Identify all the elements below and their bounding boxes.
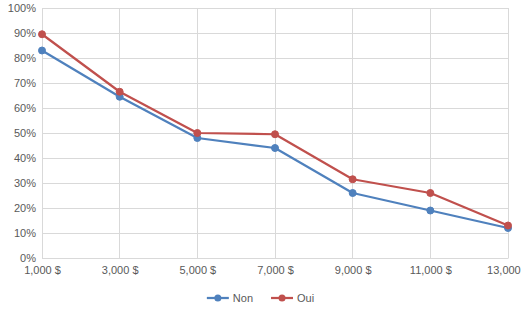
y-tick: 90% (14, 27, 42, 39)
y-tick-label: 100% (8, 2, 36, 14)
y-tick-label: 40% (14, 152, 36, 164)
series-marker (39, 47, 46, 54)
series-marker (272, 131, 279, 138)
y-tick-label: 30% (14, 177, 36, 189)
y-axis-line (42, 9, 43, 259)
x-tick-label: 7,000 $ (257, 264, 294, 276)
x-grid-line (352, 8, 353, 258)
plot-area: 0% 10% 20% 30% 40% 50% 60% 70% 80% 90% 100% 1,000 $… (8, 2, 521, 276)
series-marker (427, 207, 434, 214)
legend-label: Non (233, 292, 253, 304)
series-line (42, 34, 508, 225)
series-marker (427, 190, 434, 197)
x-grid-line (430, 8, 431, 258)
y-tick-label: 70% (14, 77, 36, 89)
x-grid-line (42, 8, 43, 258)
legend-item: Non (207, 292, 253, 304)
x-tick: 13,000 $ (487, 258, 521, 276)
legend-item: Oui (271, 292, 314, 304)
y-tick-label: 80% (14, 52, 36, 64)
y-tick: 80% (14, 52, 42, 64)
grid (42, 8, 508, 258)
series-line (42, 51, 508, 229)
series-group (39, 31, 512, 232)
series-marker (39, 31, 46, 38)
x-grid-line (508, 8, 509, 258)
series-marker (349, 190, 356, 197)
legend-marker (214, 295, 221, 302)
x-tick: 1,000 $ (24, 258, 61, 276)
x-tick: 11,000 $ (410, 258, 452, 276)
y-tick-label: 10% (14, 227, 36, 239)
y-tick-label: 20% (14, 202, 36, 214)
y-tick: 60% (14, 102, 42, 114)
y-tick: 0% (20, 252, 42, 264)
y-tick: 70% (14, 77, 42, 89)
x-tick: 5,000 $ (179, 258, 216, 276)
legend: Non Oui (207, 292, 314, 304)
y-tick-label: 50% (14, 127, 36, 139)
chart: 0% 10% 20% 30% 40% 50% 60% 70% 80% 90% 100% 1,000 $… (0, 0, 521, 311)
y-tick: 100% (8, 2, 42, 14)
y-tick: 40% (14, 152, 42, 164)
series-marker (194, 130, 201, 137)
x-tick-label: 13,000 $ (487, 264, 521, 276)
x-tick-label: 9,000 $ (335, 264, 372, 276)
y-tick-label: 60% (14, 102, 36, 114)
legend-marker (279, 295, 286, 302)
x-tick-label: 5,000 $ (179, 264, 216, 276)
y-tick-label: 90% (14, 27, 36, 39)
series-marker (272, 145, 279, 152)
y-tick: 10% (14, 227, 42, 239)
x-tick: 3,000 $ (102, 258, 139, 276)
x-tick-label: 3,000 $ (102, 264, 139, 276)
x-tick-label: 1,000 $ (24, 264, 61, 276)
series-marker (505, 222, 512, 229)
y-tick: 50% (14, 127, 42, 139)
y-tick: 30% (14, 177, 42, 189)
y-axis: 0% 10% 20% 30% 40% 50% 60% 70% 80% 90% 100% (8, 2, 43, 264)
x-tick: 7,000 $ (257, 258, 294, 276)
y-tick: 20% (14, 202, 42, 214)
legend-label: Oui (297, 292, 314, 304)
x-axis-line (43, 258, 509, 259)
x-grid-line (119, 8, 120, 258)
x-tick: 9,000 $ (335, 258, 372, 276)
series-marker (116, 88, 123, 95)
series-marker (349, 176, 356, 183)
y-tick-label: 0% (20, 252, 36, 264)
x-tick-label: 11,000 $ (410, 264, 452, 276)
x-axis: 1,000 $ 3,000 $ 5,000 $ 7,000 $ 9,000 $ 11,00… (24, 258, 521, 276)
